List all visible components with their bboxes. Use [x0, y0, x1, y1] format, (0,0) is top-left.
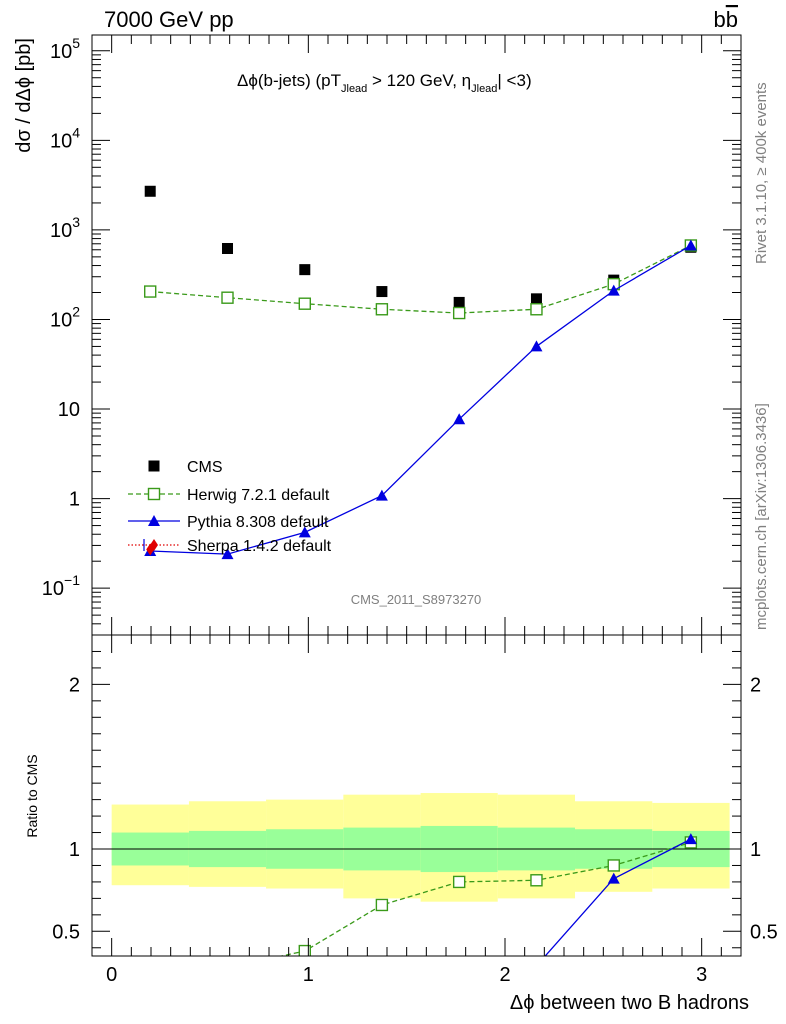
xtick-label: 1: [303, 964, 314, 986]
ratio-ylabel: Ratio to CMS: [24, 754, 40, 837]
ratio-ytick-label-right: 1: [750, 839, 761, 861]
data-point: [144, 285, 157, 298]
data-point: [299, 264, 311, 276]
ytick-exponent: 4: [72, 124, 80, 140]
legend-marker: [148, 515, 160, 526]
legend-entry: Sherpa 1.4.2 default: [128, 538, 332, 555]
main-ytick-label: 102: [50, 303, 80, 331]
data-point: [684, 239, 697, 251]
process-label-bar: b: [726, 7, 738, 32]
ratio-point: [452, 875, 466, 889]
title-mid: > 120 GeV, η: [367, 71, 471, 90]
legend-entry: Pythia 8.308 default: [128, 514, 329, 531]
ratio-panel: 0.5 0.5 1 1 2 2 0 1 2 3 Ratio to CMS Δϕ between t…: [24, 634, 778, 1014]
data-point: [530, 303, 543, 316]
main-ytick-label: 10−1: [42, 572, 80, 600]
ytick-base: 1: [69, 489, 80, 511]
data-point: [298, 526, 311, 538]
main-ylabel: dσ / dΔϕ [pb]: [13, 38, 35, 153]
ytick-base: 10: [58, 399, 80, 421]
xtick-label: 0: [106, 964, 117, 986]
data-point: [453, 296, 465, 308]
main-ytick-label: 105: [50, 35, 80, 63]
ytick-exponent: 5: [72, 35, 80, 51]
ytick-base: 10: [50, 130, 72, 152]
main-ytick-label: 10: [58, 399, 80, 421]
process-label-base: b: [714, 7, 726, 32]
legend-label: Herwig 7.2.1 default: [187, 487, 330, 504]
ratio-ytick-label-right: 0.5: [750, 921, 778, 943]
series-pythia: [144, 239, 697, 560]
ytick-base: 10: [50, 41, 72, 63]
ratio-ytick-label: 0.5: [52, 921, 80, 943]
ytick-exponent: 2: [72, 303, 80, 319]
ratio-ytick-label: 2: [69, 674, 80, 696]
legend-marker: [148, 460, 160, 472]
ytick-base: 10: [42, 578, 64, 600]
energy-label: 7000 GeV pp: [104, 7, 234, 32]
ytick-base: 10: [50, 309, 72, 331]
data-point: [530, 340, 543, 352]
data-point: [144, 185, 156, 197]
data-point: [452, 306, 466, 320]
legend-label: Sherpa 1.4.2 default: [187, 538, 332, 555]
data-point: [221, 548, 234, 560]
ratio-line: [278, 841, 692, 956]
ratio-ytick-label-right: 2: [750, 674, 761, 696]
legend-marker: [150, 539, 158, 551]
legend-entry: CMS: [148, 459, 223, 476]
process-label: bb: [714, 7, 739, 32]
xtick-label: 3: [696, 964, 707, 986]
ratio-ytick-label: 1: [69, 839, 80, 861]
main-ytick-label: 104: [50, 124, 80, 152]
legend-entry: Herwig 7.2.1 default: [128, 487, 330, 504]
data-point: [453, 413, 466, 425]
ratio-frame: [91, 634, 742, 957]
title-sub1: Jlead: [341, 83, 367, 95]
ratio-series-pythia: [544, 833, 697, 956]
ytick-exponent: −1: [64, 572, 80, 588]
legend-label: CMS: [187, 459, 223, 476]
series-line: [150, 244, 692, 314]
ratio-point: [607, 859, 620, 872]
main-ytick-label: 103: [50, 214, 80, 242]
ratio-point: [375, 898, 389, 912]
title-prefix: Δϕ(b-jets) (pT: [237, 71, 341, 90]
data-point: [530, 293, 542, 305]
xtick-label: 2: [499, 964, 510, 986]
series-line: [150, 244, 692, 555]
x-axis-label: Δϕ between two B hadrons: [510, 992, 749, 1014]
legend-marker: [147, 487, 161, 501]
title-sub2: Jlead: [471, 83, 497, 95]
ratio-point: [298, 944, 311, 956]
main-title: Δϕ(b-jets) (pTJlead > 120 GeV, ηJlead| <…: [237, 71, 532, 95]
data-point: [298, 297, 311, 310]
legend: CMS Herwig 7.2.1 default Pythia 8.308 defa…: [128, 459, 332, 555]
legend-label: Pythia 8.308 default: [187, 514, 329, 531]
ratio-point: [607, 872, 620, 884]
ratio-line: [544, 838, 692, 956]
mcplots-label: mcplots.cern.ch [arXiv:1306.3436]: [753, 403, 770, 630]
ytick-base: 10: [50, 220, 72, 242]
data-point: [375, 489, 388, 501]
main-ytick-label: 1: [69, 489, 80, 511]
ratio-point: [530, 874, 543, 887]
rivet-label: Rivet 3.1.10, ≥ 400k events: [753, 82, 770, 264]
data-point: [607, 284, 620, 296]
ytick-exponent: 3: [72, 214, 80, 230]
data-point: [221, 291, 234, 304]
ratio-point: [684, 833, 697, 845]
title-suffix: | <3): [497, 71, 531, 90]
analysis-id: CMS_2011_S8973270: [351, 592, 482, 607]
data-point: [376, 286, 388, 298]
data-point: [375, 303, 389, 316]
data-point: [222, 242, 234, 254]
